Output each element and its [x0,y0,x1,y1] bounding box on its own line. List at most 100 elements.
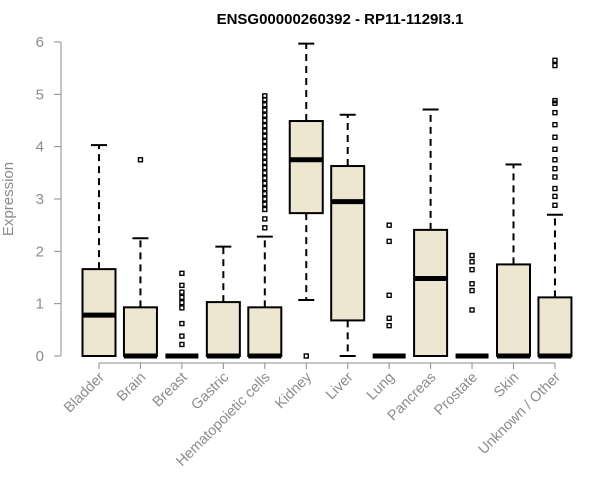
outlier-point [469,266,475,273]
outlier-point [262,143,268,150]
chart-title: ENSG00000260392 - RP11-1129I3.1 [217,11,464,28]
outlier-point [552,185,558,192]
interquartile-box [288,120,324,215]
outlier-point [303,353,309,359]
box-hematopoietic-cells [247,93,283,359]
interquartile-box [330,165,366,322]
outlier-point [262,133,268,139]
outlier-point [552,193,558,200]
outlier-point [469,252,475,259]
outlier-point [469,259,475,265]
y-tick-label: 5 [36,86,44,103]
x-tick-label: Skin [491,370,522,401]
outlier-point [262,93,268,99]
y-tick-label: 0 [36,348,44,365]
x-tick-label: Kidney [272,369,315,412]
interquartile-box [205,301,241,358]
outlier-point [386,292,392,298]
box-brain [122,157,158,359]
box-unknown-other [537,57,573,359]
outlier-point [469,281,475,287]
y-axis: 0 1 2 3 4 5 6 [36,34,62,365]
outlier-point [552,174,558,180]
outlier-point [552,62,558,69]
outlier-point [262,196,268,202]
plot-area [81,42,573,359]
box-kidney [288,42,324,359]
outlier-point [179,270,185,277]
outlier-point [262,180,268,187]
outlier-point [262,201,268,207]
outlier-point [262,206,268,213]
interquartile-box [537,296,573,357]
outlier-point [262,128,268,134]
y-tick-label: 2 [36,243,44,260]
outlier-point [179,305,185,311]
box-gastric [205,245,241,359]
outlier-point [262,164,268,171]
x-tick-label: Breast [150,370,191,411]
box-prostate [455,252,489,359]
interquartile-box [496,263,531,357]
outlier-point [386,322,392,329]
outlier-point [552,157,558,163]
outlier-point [179,320,185,327]
outlier-point [262,102,268,108]
outlier-point [262,138,268,145]
outlier-point [179,299,185,306]
x-tick-label: Bladder [61,369,108,416]
outlier-point [262,175,268,181]
outlier-point [262,154,268,160]
interquartile-box [122,306,158,357]
outlier-point [262,185,268,192]
outlier-point [262,159,268,166]
outlier-point [179,333,185,339]
outlier-point [262,191,268,197]
outlier-point [469,287,475,294]
x-tick-label: Liver [323,369,357,403]
outlier-point [552,57,558,64]
outlier-point [262,117,268,124]
outlier-point [552,97,558,104]
outlier-point [262,216,268,222]
y-tick-label: 6 [36,34,44,51]
outlier-point [262,149,268,155]
interquartile-box [81,268,117,358]
x-tick-label: Brain [114,370,149,405]
x-tick-label: Prostate [431,370,480,419]
outlier-point [262,225,268,231]
outlier-point [552,134,558,140]
outlier-point [552,109,558,116]
interquartile-box [247,306,283,357]
interquartile-box [413,228,449,357]
box-liver [330,113,366,357]
outlier-point [179,289,185,295]
y-axis-label: Expression [0,162,17,236]
outlier-point [137,157,144,163]
box-breast [165,270,199,359]
outlier-point [469,307,475,313]
outlier-point [262,170,268,176]
outlier-point [386,315,392,322]
outlier-point [552,165,558,172]
outlier-point [386,222,392,228]
box-lung [372,222,406,359]
outlier-point [552,202,558,208]
box-bladder [81,144,117,358]
y-tick-label: 4 [36,139,44,156]
y-tick-label: 3 [36,191,44,208]
outlier-point [552,121,558,128]
outlier-point [386,238,392,245]
outlier-point [179,282,185,289]
outlier-point [552,146,558,152]
outlier-point [262,107,268,113]
outlier-point [179,341,185,348]
outlier-point [262,112,268,118]
box-pancreas [413,108,449,357]
y-tick-label: 1 [36,296,44,313]
outlier-point [179,294,185,301]
outlier-point [262,123,268,129]
box-skin [496,163,531,359]
